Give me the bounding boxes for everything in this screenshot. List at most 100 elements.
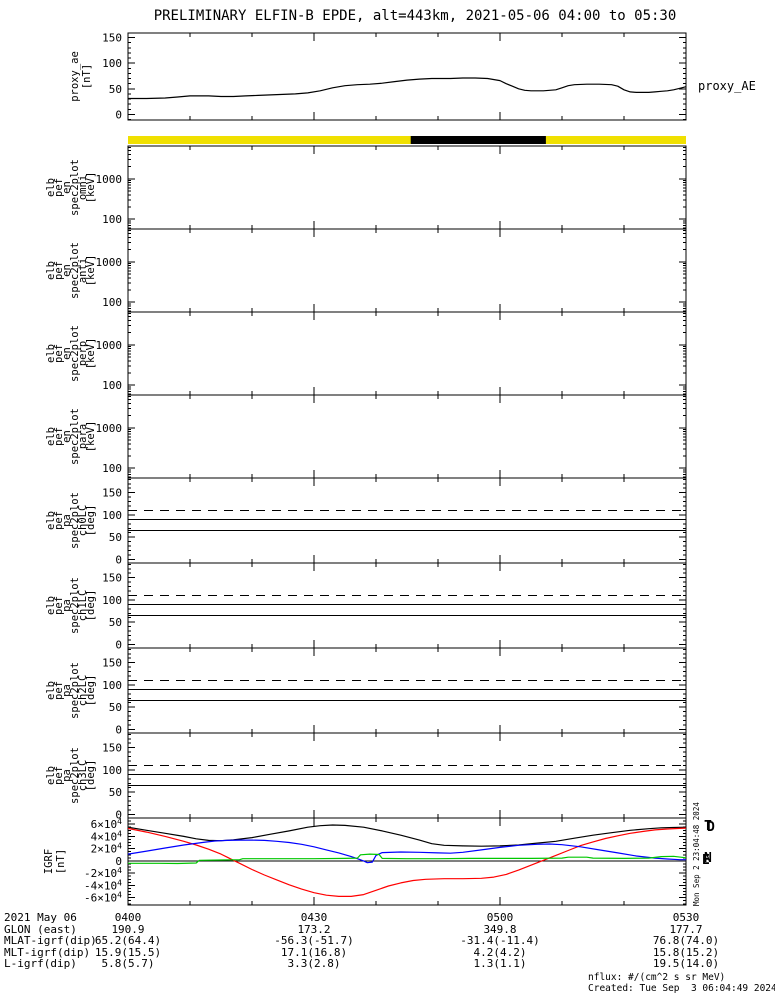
panel-box-pa_ch0LC xyxy=(127,477,687,564)
ylabel-pa_ch3LC-spec2plot: spec2plot xyxy=(69,747,81,804)
ylabel-spec_en_perp-elb: elb xyxy=(45,344,57,363)
ylabel-pa_ch3LC-elb: elb xyxy=(45,766,57,785)
ylabel-pa_ch2LC-ch2LC: ch2LC xyxy=(77,675,89,707)
svg-text:100: 100 xyxy=(102,679,122,692)
footer-row-0: 2021 May 06 0400 0430 0500 0530 xyxy=(0,911,775,924)
ylabel-pa_ch0LC-pef: pef xyxy=(53,511,65,530)
panel-box-spec_en_anti xyxy=(127,228,687,313)
ylabel-spec_en_omni-keV: [keV] xyxy=(85,172,97,204)
ylabel-pa_ch0LC-spec2plot: spec2plot xyxy=(69,492,81,549)
ylabel-pa_ch1LC-pa: pa xyxy=(61,599,73,612)
svg-text:1000: 1000 xyxy=(96,173,123,186)
ylabel-igrf-IGRF: IGRF xyxy=(43,849,55,874)
svg-text:0: 0 xyxy=(115,553,122,566)
footer-cell: 4.2(4.2) xyxy=(473,945,527,959)
proxy-ae-right-label: proxy_AE xyxy=(698,79,756,93)
footer-cell: 0400 xyxy=(114,911,142,924)
position-bar-gap xyxy=(410,136,546,144)
ylabel-spec_en_anti-anti: anti xyxy=(77,258,89,283)
svg-text:100: 100 xyxy=(102,509,122,522)
footer-cell: 17.1(16.8) xyxy=(280,945,348,959)
ylabel-spec_en_anti-spec2plot: spec2plot xyxy=(69,242,81,299)
flux-units-note: nflux: #/(cm^2 s sr MeV) xyxy=(588,972,726,983)
footer-row-2: MLAT-igrf(dip) 65.2(64.4) -56.3(-51.7) -31.… xyxy=(0,934,775,948)
ylabel-pa_ch1LC-ch1LC: ch1LC xyxy=(77,590,89,622)
svg-text:1000: 1000 xyxy=(96,422,123,435)
svg-text:50: 50 xyxy=(109,83,122,96)
ylabel-spec_en_anti-pef: pef xyxy=(53,261,65,280)
svg-text:-6×104: -6×104 xyxy=(84,891,122,905)
panel-box-pa_ch2LC xyxy=(127,647,687,734)
position-bar xyxy=(128,136,686,144)
footer-row-label: GLON (east) xyxy=(4,922,77,936)
ylabel-spec_en_omni-elb: elb xyxy=(45,178,57,197)
ylabel-spec_en_anti-en: en xyxy=(61,264,73,277)
ylabel-spec_en_omni-spec2plot: spec2plot xyxy=(69,159,81,216)
footer-row-4: L-igrf(dip) 5.8(5.7) 3.3(2.8) 1.3(1.1) 19.5(… xyxy=(0,957,775,971)
igrf-legend-N: N xyxy=(704,851,712,866)
footer-row-3: MLT-igrf(dip) 15.9(15.5) 17.1(16.8) 4.2(4.2… xyxy=(0,945,775,959)
ylabel-pa_ch0LC-ch0LC: ch0LC xyxy=(77,505,89,537)
svg-text:150: 150 xyxy=(102,657,122,670)
svg-text:-4×104: -4×104 xyxy=(84,878,122,892)
panel-box-pa_ch3LC xyxy=(127,732,687,819)
footer-cell: 0530 xyxy=(672,911,700,924)
ylabel-proxy_ae-proxy_ae: proxy_ae xyxy=(69,51,81,102)
footer-cell: 349.8 xyxy=(483,922,517,936)
panel-box-spec_en_omni xyxy=(127,145,687,230)
ylabel-pa_ch2LC-deg: [deg] xyxy=(85,675,97,707)
ylabel-pa_ch3LC-pa: pa xyxy=(61,769,73,782)
svg-text:100: 100 xyxy=(102,379,122,392)
footer-cell: 15.9(15.5) xyxy=(94,945,162,959)
footer-cell: 65.2(64.4) xyxy=(94,934,162,948)
footer-cell: 19.5(14.0) xyxy=(652,957,720,971)
position-bar-segment xyxy=(128,136,686,144)
footer-cell: 3.3(2.8) xyxy=(287,957,341,971)
panel-box-pa_ch1LC xyxy=(127,562,687,649)
footer-cell: 190.9 xyxy=(111,922,145,936)
igrf-legend-E: E xyxy=(702,853,710,868)
svg-text:0: 0 xyxy=(115,855,122,868)
ylabel-pa_ch1LC-spec2plot: spec2plot xyxy=(69,577,81,634)
ylabel-spec_en_perp-keV: [keV] xyxy=(85,338,97,370)
igrf-legend-T: T xyxy=(704,819,712,834)
svg-text:150: 150 xyxy=(102,487,122,500)
page-title: PRELIMINARY ELFIN-B EPDE, alt=443km, 202… xyxy=(153,8,677,24)
ylabel-spec_en_para-spec2plot: spec2plot xyxy=(69,408,81,465)
svg-text:50: 50 xyxy=(109,531,122,544)
footer-cell: 177.7 xyxy=(669,922,703,936)
svg-text:100: 100 xyxy=(102,594,122,607)
svg-text:1000: 1000 xyxy=(96,339,123,352)
ylabel-pa_ch3LC-ch3LC: ch3LC xyxy=(77,760,89,792)
svg-text:6×104: 6×104 xyxy=(91,817,123,831)
ylabel-pa_ch1LC-deg: [deg] xyxy=(85,590,97,622)
ylabel-pa_ch0LC-pa: pa xyxy=(61,514,73,527)
panel-proxy_ae: 0 50 100 150 proxy_ae [nT] xyxy=(69,32,687,121)
ylabel-pa_ch3LC-deg: [deg] xyxy=(85,760,97,792)
ylabel-pa_ch0LC-deg: [deg] xyxy=(85,505,97,537)
footer-cell: 173.2 xyxy=(297,922,331,936)
ylabel-spec_en_omni-omni: omni xyxy=(77,175,89,200)
svg-text:100: 100 xyxy=(102,462,122,475)
series-igrf-D xyxy=(127,827,687,898)
panel-box-spec_en_para xyxy=(127,394,687,479)
svg-text:50: 50 xyxy=(109,616,122,629)
ylabel-pa_ch1LC-pef: pef xyxy=(53,596,65,615)
ylabel-pa_ch2LC-spec2plot: spec2plot xyxy=(69,662,81,719)
svg-text:0: 0 xyxy=(115,723,122,736)
footer-row-label: MLAT-igrf(dip) xyxy=(4,934,97,948)
footer-row-1: GLON (east) 190.9 173.2 349.8 177.7 xyxy=(0,922,775,936)
footer-cell: 0430 xyxy=(300,911,328,924)
svg-text:100: 100 xyxy=(102,296,122,309)
svg-text:-2×104: -2×104 xyxy=(84,866,122,880)
footer-row-label: MLT-igrf(dip) xyxy=(4,945,91,959)
ylabel-spec_en_para-pef: pef xyxy=(53,427,65,446)
